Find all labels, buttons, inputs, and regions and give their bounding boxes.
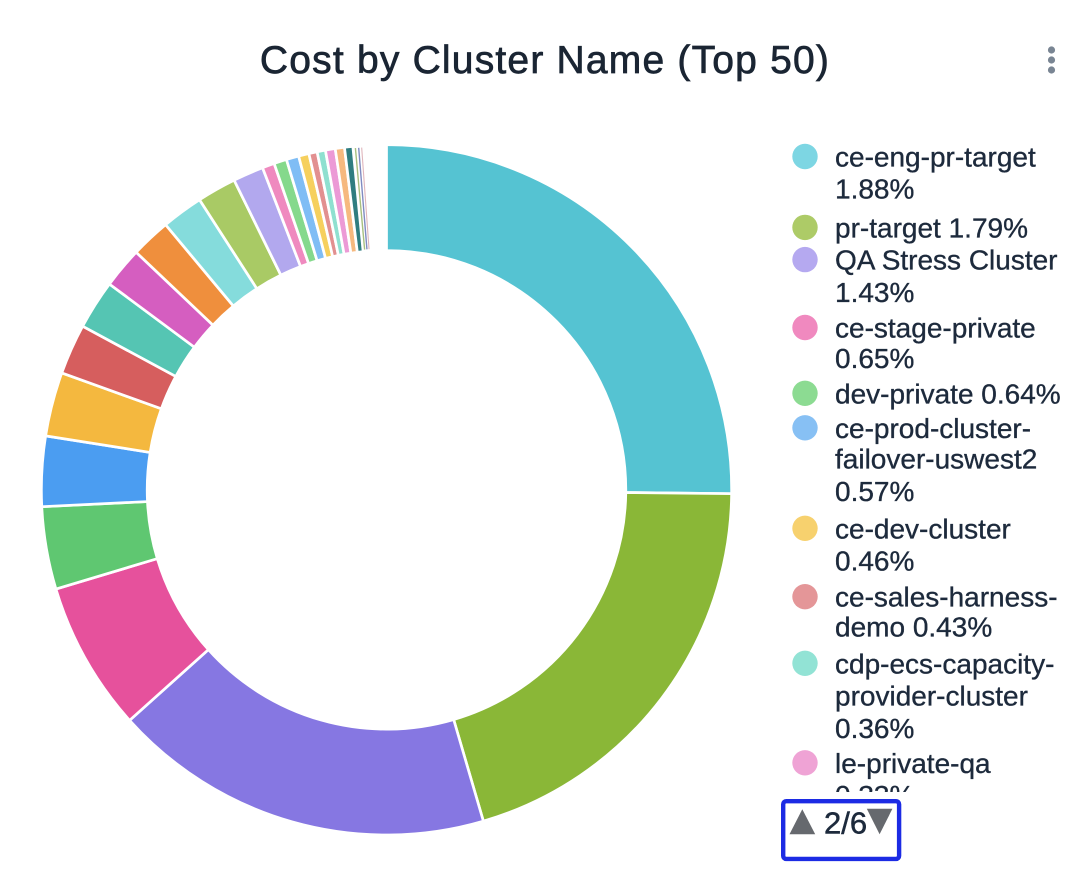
svg-text:0.57%: 0.57%	[835, 476, 914, 507]
svg-text:provider-cluster: provider-cluster	[835, 681, 1028, 712]
svg-text:0.46%: 0.46%	[835, 546, 914, 577]
svg-text:2/6: 2/6	[824, 806, 867, 841]
svg-text:ce-eng-pr-target: ce-eng-pr-target	[835, 142, 1036, 173]
svg-text:ce-sales-harness-: ce-sales-harness-	[835, 582, 1058, 613]
svg-text:QA Stress Cluster: QA Stress Cluster	[835, 245, 1058, 276]
svg-text:dev-private 0.64%: dev-private 0.64%	[835, 378, 1061, 409]
svg-text:cdp-ecs-capacity-: cdp-ecs-capacity-	[835, 648, 1054, 679]
svg-text:demo 0.43%: demo 0.43%	[835, 612, 992, 643]
svg-text:failover-uswest2: failover-uswest2	[835, 443, 1037, 474]
svg-text:0.65%: 0.65%	[835, 343, 914, 374]
svg-text:pr-target 1.79%: pr-target 1.79%	[835, 212, 1028, 243]
svg-text:Cost by Cluster Name (Top 50): Cost by Cluster Name (Top 50)	[260, 39, 830, 82]
svg-text:ce-prod-cluster-: ce-prod-cluster-	[835, 413, 1031, 444]
svg-text:ce-dev-cluster: ce-dev-cluster	[835, 513, 1011, 544]
svg-text:0.33%: 0.33%	[835, 780, 914, 811]
svg-text:0.36%: 0.36%	[835, 713, 914, 744]
svg-text:1.43%: 1.43%	[835, 277, 914, 308]
svg-text:le-private-qa: le-private-qa	[835, 748, 991, 779]
svg-text:1.88%: 1.88%	[835, 173, 914, 204]
svg-text:ce-stage-private: ce-stage-private	[835, 313, 1036, 344]
